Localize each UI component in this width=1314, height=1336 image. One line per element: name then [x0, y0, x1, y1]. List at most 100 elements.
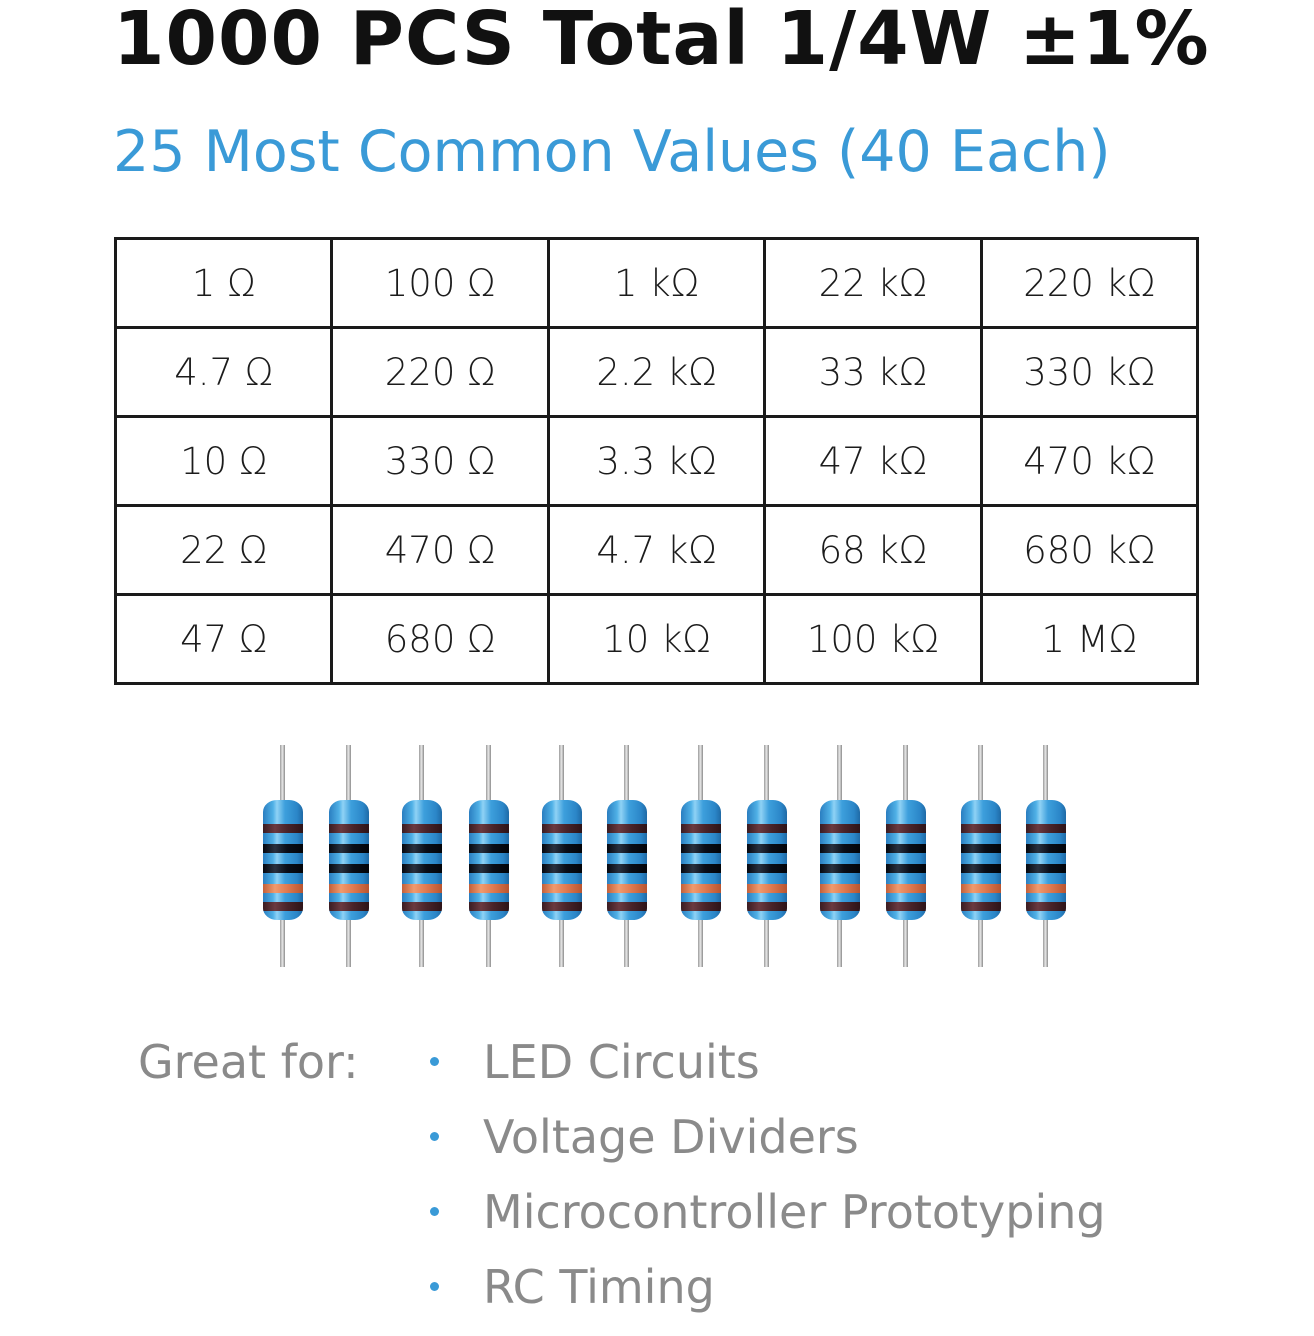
color-band-brown — [681, 824, 721, 833]
table-cell: 1 Ω — [113, 237, 334, 329]
color-band-black — [469, 844, 509, 853]
table-cell: 330 Ω — [330, 415, 550, 507]
table-cell: 33 kΩ — [763, 326, 983, 418]
color-band-orange — [469, 884, 509, 893]
table-cell: 470 Ω — [330, 504, 550, 596]
table-cell: 47 kΩ — [763, 415, 983, 507]
color-band-brown — [469, 902, 509, 911]
color-band-brown — [886, 824, 926, 833]
list-item-label: LED Circuits — [483, 1035, 760, 1089]
table-cell: 4.7 kΩ — [546, 504, 767, 596]
color-band-brown — [1026, 824, 1066, 833]
color-band-brown — [402, 824, 442, 833]
color-band-black — [820, 864, 860, 873]
color-band-orange — [1026, 884, 1066, 893]
color-band-brown — [263, 902, 303, 911]
color-band-black — [402, 844, 442, 853]
resistor-body — [1026, 800, 1066, 920]
resistor-body — [820, 800, 860, 920]
table-row: 10 Ω 330 Ω 3.3 kΩ 47 kΩ 470 kΩ — [113, 415, 1200, 507]
color-band-brown — [820, 824, 860, 833]
color-band-brown — [329, 824, 369, 833]
table-cell: 4.7 Ω — [113, 326, 334, 418]
table-cell: 470 kΩ — [979, 415, 1200, 507]
color-band-brown — [263, 824, 303, 833]
color-band-brown — [1026, 902, 1066, 911]
resistor-body — [607, 800, 647, 920]
bullet-dot-icon — [430, 1282, 439, 1291]
resistor-body — [747, 800, 787, 920]
color-band-black — [263, 844, 303, 853]
color-band-black — [607, 844, 647, 853]
color-band-orange — [681, 884, 721, 893]
table-cell: 10 Ω — [113, 415, 334, 507]
color-band-orange — [402, 884, 442, 893]
color-band-black — [747, 864, 787, 873]
color-band-orange — [747, 884, 787, 893]
table-row: 47 Ω 680 Ω 10 kΩ 100 kΩ 1 MΩ — [113, 593, 1200, 685]
color-band-orange — [820, 884, 860, 893]
resistor-values-table: 1 Ω 100 Ω 1 kΩ 22 kΩ 220 kΩ 4.7 Ω 220 Ω … — [113, 237, 1200, 685]
table-cell: 680 kΩ — [979, 504, 1200, 596]
color-band-black — [961, 864, 1001, 873]
table-cell: 220 Ω — [330, 326, 550, 418]
resistor-body — [886, 800, 926, 920]
table-cell: 1 kΩ — [546, 237, 767, 329]
resistor-icon — [605, 745, 649, 967]
color-band-black — [542, 864, 582, 873]
table-cell: 1 MΩ — [979, 593, 1200, 685]
resistor-icon — [1024, 745, 1068, 967]
color-band-black — [607, 864, 647, 873]
color-band-black — [402, 864, 442, 873]
table-row: 22 Ω 470 Ω 4.7 kΩ 68 kΩ 680 kΩ — [113, 504, 1200, 596]
color-band-orange — [607, 884, 647, 893]
table-cell: 100 Ω — [330, 237, 550, 329]
color-band-black — [820, 844, 860, 853]
bullet-dot-icon — [430, 1207, 439, 1216]
color-band-brown — [747, 902, 787, 911]
color-band-black — [681, 864, 721, 873]
color-band-black — [263, 864, 303, 873]
color-band-brown — [681, 902, 721, 911]
color-band-brown — [402, 902, 442, 911]
table-row: 4.7 Ω 220 Ω 2.2 kΩ 33 kΩ 330 kΩ — [113, 326, 1200, 418]
resistor-body — [681, 800, 721, 920]
resistor-icon — [261, 745, 305, 967]
color-band-brown — [820, 902, 860, 911]
resistor-icon — [959, 745, 1003, 967]
list-item-label: RC Timing — [483, 1260, 715, 1314]
bullet-dot-icon — [430, 1132, 439, 1141]
color-band-brown — [469, 824, 509, 833]
resistor-icon — [540, 745, 584, 967]
table-cell: 220 kΩ — [979, 237, 1200, 329]
color-band-brown — [961, 824, 1001, 833]
resistor-icon — [400, 745, 444, 967]
great-for-label: Great for: — [138, 1035, 359, 1089]
color-band-black — [1026, 864, 1066, 873]
page-title: 1000 PCS Total 1/4W ±1% — [113, 0, 1210, 82]
table-cell: 10 kΩ — [546, 593, 767, 685]
table-cell: 2.2 kΩ — [546, 326, 767, 418]
resistor-body — [542, 800, 582, 920]
table-cell: 330 kΩ — [979, 326, 1200, 418]
resistor-icon — [884, 745, 928, 967]
color-band-brown — [886, 902, 926, 911]
color-band-black — [469, 864, 509, 873]
resistor-body — [469, 800, 509, 920]
resistor-icon — [327, 745, 371, 967]
color-band-black — [961, 844, 1001, 853]
color-band-brown — [961, 902, 1001, 911]
table-cell: 47 Ω — [113, 593, 334, 685]
table-cell: 680 Ω — [330, 593, 550, 685]
color-band-brown — [607, 824, 647, 833]
table-cell: 68 kΩ — [763, 504, 983, 596]
color-band-black — [886, 864, 926, 873]
bullet-dot-icon — [430, 1057, 439, 1066]
table-cell: 22 kΩ — [763, 237, 983, 329]
color-band-brown — [607, 902, 647, 911]
color-band-black — [747, 844, 787, 853]
table-cell: 22 Ω — [113, 504, 334, 596]
resistor-body — [402, 800, 442, 920]
table-row: 1 Ω 100 Ω 1 kΩ 22 kΩ 220 kΩ — [113, 237, 1200, 329]
resistor-body — [961, 800, 1001, 920]
